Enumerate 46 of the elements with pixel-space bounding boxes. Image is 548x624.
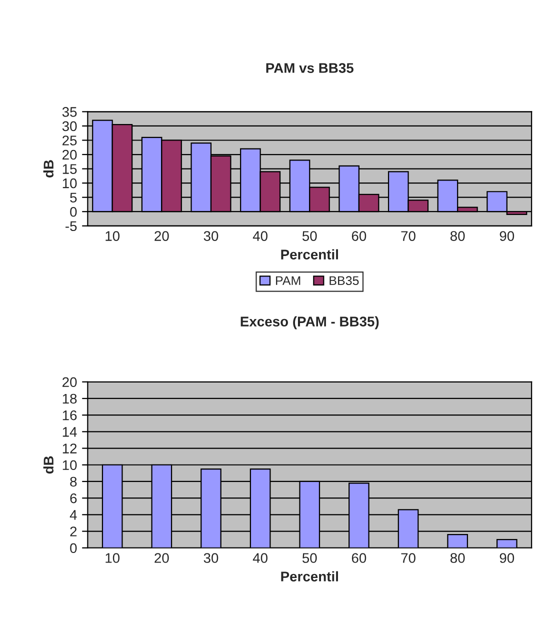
x-tick-label: 60 bbox=[352, 231, 366, 241]
legend-label: PAM bbox=[276, 276, 300, 285]
x-tick-label: 50 bbox=[302, 553, 317, 563]
x-tick-label: 40 bbox=[252, 553, 268, 563]
y-tick-label: 2 bbox=[70, 526, 77, 536]
y-tick-label: -5 bbox=[66, 221, 77, 232]
chart-title: PAM vs BB35 bbox=[266, 63, 354, 73]
y-tick-label: 35 bbox=[62, 107, 77, 117]
y-tick-label: 18 bbox=[62, 394, 77, 404]
x-tick-label: 70 bbox=[401, 553, 416, 563]
x-tick-label: 30 bbox=[204, 553, 218, 563]
y-tick-label: 20 bbox=[62, 150, 77, 160]
y-tick-label: 16 bbox=[62, 410, 77, 420]
x-tick-label: 20 bbox=[154, 231, 169, 241]
x-tick-label: 30 bbox=[204, 231, 218, 241]
x-tick-label: 80 bbox=[450, 553, 465, 563]
legend-label: BB35 bbox=[330, 276, 359, 286]
y-tick-label: 5 bbox=[70, 192, 77, 203]
x-axis-title: Percentil bbox=[281, 249, 338, 260]
y-tick-label: 6 bbox=[70, 493, 77, 504]
y-axis-title: dB bbox=[43, 456, 54, 474]
y-tick-label: 20 bbox=[62, 377, 77, 388]
x-tick-label: 40 bbox=[252, 231, 268, 241]
y-axis-title: dB bbox=[43, 160, 54, 178]
y-tick-label: 0 bbox=[70, 206, 77, 217]
y-tick-label: 4 bbox=[70, 510, 77, 520]
y-tick-label: 30 bbox=[62, 121, 77, 132]
y-tick-label: 14 bbox=[62, 427, 77, 437]
chart-title: Exceso (PAM - BB35) bbox=[240, 316, 379, 330]
x-tick-label: 90 bbox=[500, 231, 514, 241]
x-tick-label: 60 bbox=[352, 553, 366, 563]
x-tick-label: 50 bbox=[302, 231, 317, 241]
x-tick-label: 90 bbox=[500, 553, 514, 563]
y-tick-label: 8 bbox=[70, 476, 77, 487]
y-tick-label: 12 bbox=[62, 444, 77, 454]
y-tick-label: 0 bbox=[70, 543, 77, 554]
x-tick-label: 10 bbox=[106, 553, 120, 563]
y-tick-label: 10 bbox=[62, 460, 77, 470]
y-tick-label: 25 bbox=[62, 136, 77, 146]
x-tick-label: 20 bbox=[154, 553, 169, 563]
x-tick-label: 80 bbox=[450, 231, 465, 241]
y-tick-label: 10 bbox=[62, 178, 77, 188]
x-tick-label: 70 bbox=[401, 231, 416, 241]
x-axis-title: Percentil bbox=[281, 571, 338, 582]
y-tick-label: 15 bbox=[62, 164, 77, 174]
x-tick-label: 10 bbox=[106, 231, 120, 241]
